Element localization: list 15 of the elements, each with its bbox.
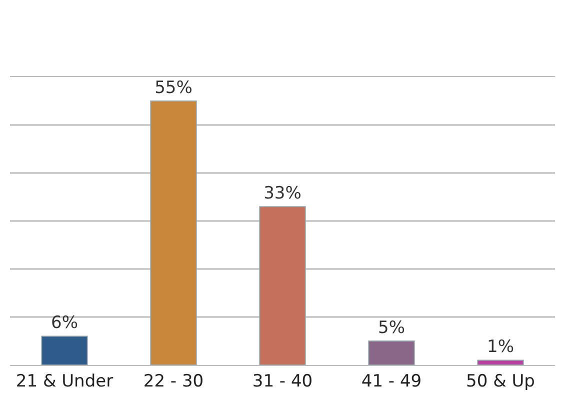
data-label: 5% [378, 318, 405, 338]
bar [41, 336, 88, 365]
x-tick-label: 50 & Up [466, 371, 535, 392]
x-tick-label: 31 - 40 [252, 371, 313, 392]
bar [259, 206, 306, 365]
x-tick-label: 22 - 30 [143, 371, 204, 392]
data-label: 1% [487, 337, 514, 358]
x-tick-label: 21 & Under [16, 371, 114, 392]
bar [150, 100, 197, 365]
bar [368, 340, 415, 365]
data-label: 6% [51, 313, 78, 334]
data-label: 33% [264, 184, 302, 204]
data-label: 55% [154, 78, 192, 98]
bar [477, 360, 524, 365]
x-tick-label: 41 - 49 [361, 371, 422, 392]
